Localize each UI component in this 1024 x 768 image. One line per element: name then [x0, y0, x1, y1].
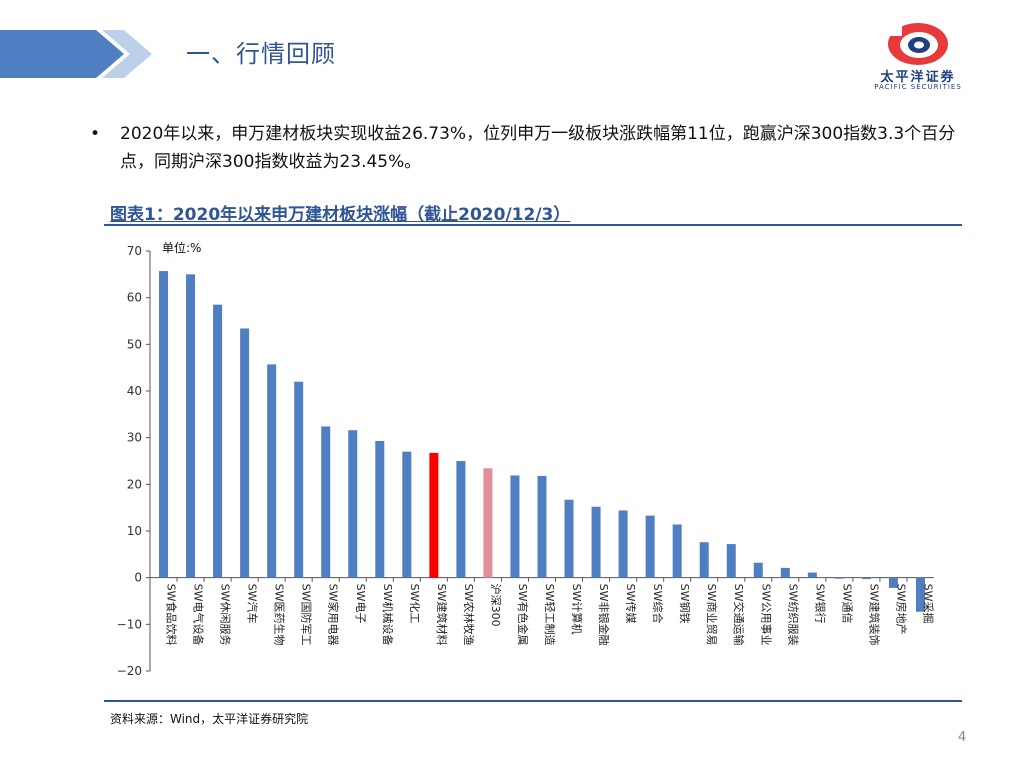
- x-tick-label: SW电气设备: [192, 584, 206, 646]
- bar: [510, 475, 520, 578]
- x-tick-label: SW汽车: [246, 584, 260, 624]
- logo-name-en: PACIFIC SECURITIES: [874, 83, 962, 91]
- x-tick-label: SW传媒: [624, 584, 637, 624]
- data-source: 资料来源：Wind，太平洋证券研究院: [110, 712, 309, 726]
- x-tick-label: SW非银金融: [597, 584, 611, 646]
- y-tick-label: 70: [127, 244, 142, 258]
- section-title: 一、行情回顾: [186, 40, 336, 68]
- bar: [348, 430, 358, 578]
- bar: [159, 271, 169, 578]
- y-tick-label: 50: [127, 337, 142, 351]
- x-tick-label: SW计算机: [570, 584, 584, 635]
- x-tick-label: SW有色金属: [516, 584, 530, 646]
- bar: [699, 542, 709, 578]
- bar: [618, 510, 628, 578]
- x-tick-label: SW公用事业: [759, 584, 772, 646]
- x-tick-label: SW房地产: [894, 584, 908, 635]
- y-tick-label: 60: [127, 291, 142, 305]
- company-logo: 太平洋证券 PACIFIC SECURITIES: [820, 20, 1016, 92]
- x-tick-label: SW交通运输: [732, 584, 746, 646]
- bar: [267, 364, 277, 578]
- x-tick-label: SW食品饮料: [165, 584, 179, 646]
- x-tick-label: 沪深300: [489, 584, 503, 627]
- chart-title: 图表1：2020年以来申万建材板块涨幅（截止2020/12/3）: [110, 205, 571, 225]
- y-tick-label: 40: [127, 384, 142, 398]
- bar: [834, 577, 844, 579]
- x-tick-label: SW化工: [408, 584, 422, 624]
- x-tick-label: SW建筑材料: [435, 584, 449, 646]
- bar: [915, 577, 925, 612]
- x-tick-label: SW综合: [651, 584, 665, 624]
- bar: [726, 544, 736, 578]
- x-tick-label: SW电子: [354, 584, 367, 624]
- bar: [375, 440, 385, 578]
- summary-text: 2020年以来，申万建材板块实现收益26.73%，位列申万一级板块涨跌幅第11位…: [120, 124, 956, 172]
- x-tick-label: SW纺织服装: [786, 584, 800, 646]
- logo-name-cn: 太平洋证券: [880, 70, 956, 85]
- x-tick-label: SW轻工制造: [543, 584, 557, 646]
- bar: [240, 328, 250, 578]
- x-tick-label: SW银行: [813, 584, 827, 624]
- bar: [456, 461, 466, 578]
- x-tick-label: SW钢铁: [678, 584, 691, 624]
- bar: [402, 451, 412, 578]
- bar: [429, 452, 439, 578]
- x-tick-label: SW建筑装饰: [867, 584, 881, 646]
- page-number: 4: [958, 730, 967, 745]
- y-tick-label: 0: [134, 571, 142, 585]
- unit-label: 单位:%: [162, 240, 201, 255]
- bar: [807, 572, 817, 578]
- x-tick-label: SW商业贸易: [705, 584, 719, 646]
- bar: [294, 381, 304, 578]
- bar: [213, 304, 223, 578]
- y-tick-label: −20: [117, 664, 142, 678]
- chart-bottom-rule: [104, 700, 962, 702]
- bar: [861, 577, 871, 580]
- header-arrow-banner: [0, 30, 152, 78]
- x-tick-label: SW机械设备: [381, 584, 395, 646]
- bar: [537, 475, 547, 578]
- bar: [780, 567, 790, 578]
- x-tick-label: SW通信: [840, 584, 853, 624]
- bar: [483, 468, 493, 578]
- logo-emblem-icon: [888, 22, 948, 65]
- bar-chart: −20 −10 0 10 20 30 40 50 60 70 单位:% SW食品饮料 SW电气设备 SW休…: [117, 240, 936, 678]
- bullet-symbol: •: [90, 124, 101, 144]
- bar: [564, 499, 574, 578]
- y-tick-label: 10: [127, 524, 142, 538]
- bar: [888, 577, 898, 588]
- x-tick-label: SW农林牧渔: [462, 584, 476, 646]
- x-tick-label: SW医药生物: [273, 584, 287, 646]
- bar: [186, 274, 196, 578]
- x-tick-label: SW休闲服务: [219, 584, 233, 646]
- bar: [591, 506, 601, 578]
- bar: [672, 524, 682, 578]
- bar: [321, 426, 331, 578]
- y-tick-label: −10: [117, 617, 142, 631]
- y-tick-label: 30: [127, 431, 142, 445]
- x-tick-label: SW家用电器: [327, 584, 341, 646]
- bar: [753, 562, 763, 578]
- x-tick-label: SW采掘: [921, 584, 935, 624]
- x-tick-label: SW国防军工: [300, 584, 314, 646]
- y-tick-label: 20: [127, 477, 142, 491]
- chart-top-rule: [104, 224, 962, 226]
- bar: [645, 515, 655, 578]
